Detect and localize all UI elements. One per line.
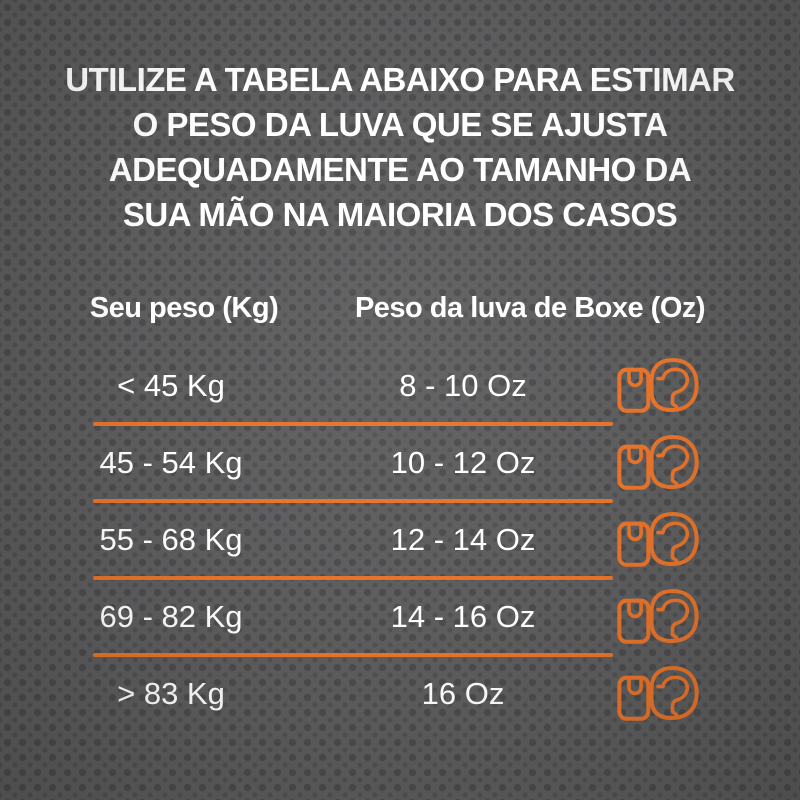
row-divider: [93, 653, 613, 657]
title-line: SUA MÃO NA MAIORIA DOS CASOS: [122, 196, 678, 233]
column-header-glove-weight: Peso da luva de Boxe (Oz): [354, 291, 706, 324]
body-weight-cell: > 83 Kg: [117, 675, 225, 711]
glove-weight-cell: 8 - 10 Oz: [399, 367, 527, 403]
row-divider: [93, 422, 613, 426]
glove-weight-cell: 14 - 16 Oz: [390, 598, 536, 634]
row-divider: [93, 499, 613, 503]
boxing-glove-icon: [616, 587, 700, 645]
boxing-glove-icon: [616, 356, 700, 414]
glove-weight-cell: 10 - 12 Oz: [390, 444, 536, 480]
table-row: > 83 Kg 16 Oz: [0, 655, 800, 732]
table-row: 55 - 68 Kg 12 - 14 Oz: [0, 501, 800, 578]
glove-weight-cell: 16 Oz: [421, 675, 505, 711]
boxing-glove-icon: [616, 433, 700, 491]
table-row: 69 - 82 Kg 14 - 16 Oz: [0, 578, 800, 655]
body-weight-cell: 45 - 54 Kg: [99, 444, 243, 480]
glove-weight-cell: 12 - 14 Oz: [390, 521, 536, 557]
title-line: UTILIZE A TABELA ABAIXO PARA ESTIMAR: [65, 61, 735, 98]
body-weight-cell: < 45 Kg: [117, 367, 225, 403]
column-header-body-weight: Seu peso (Kg): [89, 291, 279, 324]
title-line: O PESO DA LUVA QUE SE AJUSTA: [132, 106, 668, 143]
page-title: UTILIZE A TABELA ABAIXO PARA ESTIMAR O P…: [40, 57, 760, 237]
table-row: < 45 Kg 8 - 10 Oz: [0, 347, 800, 424]
body-weight-cell: 55 - 68 Kg: [99, 521, 243, 557]
boxing-glove-icon: [616, 510, 700, 568]
table-row: 45 - 54 Kg 10 - 12 Oz: [0, 424, 800, 501]
size-table: < 45 Kg 8 - 10 Oz 45 - 54 Kg 10 - 12 Oz …: [0, 347, 800, 732]
boxing-glove-icon: [616, 664, 700, 722]
row-divider: [93, 576, 613, 580]
title-line: ADEQUADAMENTE AO TAMANHO DA: [108, 151, 692, 188]
body-weight-cell: 69 - 82 Kg: [99, 598, 243, 634]
